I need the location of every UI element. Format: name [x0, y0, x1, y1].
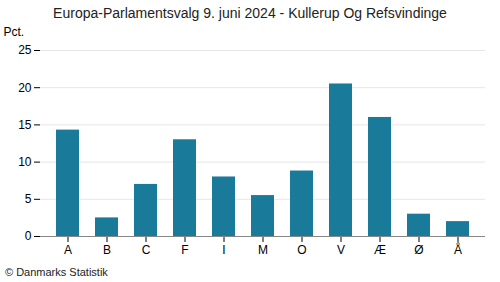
svg-text:Ø: Ø: [414, 243, 423, 257]
svg-text:25: 25: [18, 43, 32, 57]
svg-text:15: 15: [18, 118, 32, 132]
html-text:© Danmarks Statistik: © Danmarks Statistik: [5, 266, 108, 278]
svg-text:M: M: [258, 243, 268, 257]
svg-text:5: 5: [25, 192, 32, 206]
svg-text:B: B: [103, 243, 111, 257]
svg-text:F: F: [181, 243, 188, 257]
svg-text:O: O: [297, 243, 306, 257]
html-text:Europa-Parlamentsvalg 9. juni: Europa-Parlamentsvalg 9. juni 2024 - Kul…: [53, 5, 447, 21]
svg-text:20: 20: [18, 81, 32, 95]
svg-text:Å: Å: [454, 242, 462, 257]
svg-text:V: V: [337, 243, 345, 257]
svg-text:Æ: Æ: [374, 243, 386, 257]
svg-text:Pct.: Pct.: [4, 25, 25, 39]
svg-text:0: 0: [25, 229, 32, 243]
svg-text:I: I: [222, 243, 225, 257]
svg-text:A: A: [64, 243, 72, 257]
svg-text:10: 10: [18, 155, 32, 169]
svg-text:C: C: [142, 243, 151, 257]
